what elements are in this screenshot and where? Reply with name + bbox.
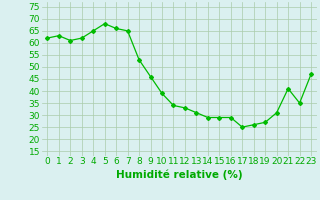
X-axis label: Humidité relative (%): Humidité relative (%) — [116, 169, 243, 180]
